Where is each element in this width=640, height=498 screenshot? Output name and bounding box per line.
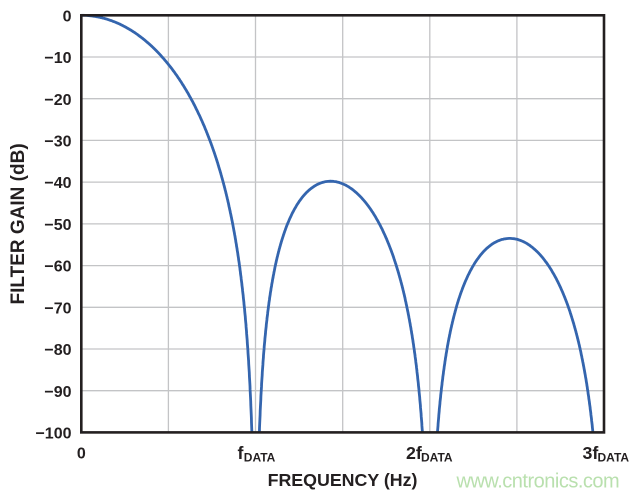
svg-text:0: 0 [63,8,72,25]
svg-text:−70: −70 [44,300,71,317]
svg-text:3f: 3f [583,443,599,463]
svg-text:DATA: DATA [598,451,630,465]
svg-text:−60: −60 [44,259,71,276]
svg-text:DATA: DATA [421,451,453,465]
svg-text:−20: −20 [44,92,71,109]
svg-text:−30: −30 [44,134,71,151]
svg-text:2f: 2f [406,443,422,463]
svg-text:DATA: DATA [244,451,276,465]
svg-text:−50: −50 [44,217,71,234]
svg-text:0: 0 [77,445,86,462]
svg-text:−40: −40 [44,175,71,192]
svg-text:−10: −10 [44,50,71,67]
svg-text:FREQUENCY (Hz): FREQUENCY (Hz) [268,470,418,490]
svg-text:−80: −80 [44,342,71,359]
svg-text:−90: −90 [44,384,71,401]
svg-text:FILTER GAIN (dB): FILTER GAIN (dB) [8,143,29,304]
svg-text:f: f [238,443,244,463]
svg-text:−100: −100 [35,426,71,443]
svg-text:www.cntronics.com: www.cntronics.com [456,471,620,493]
